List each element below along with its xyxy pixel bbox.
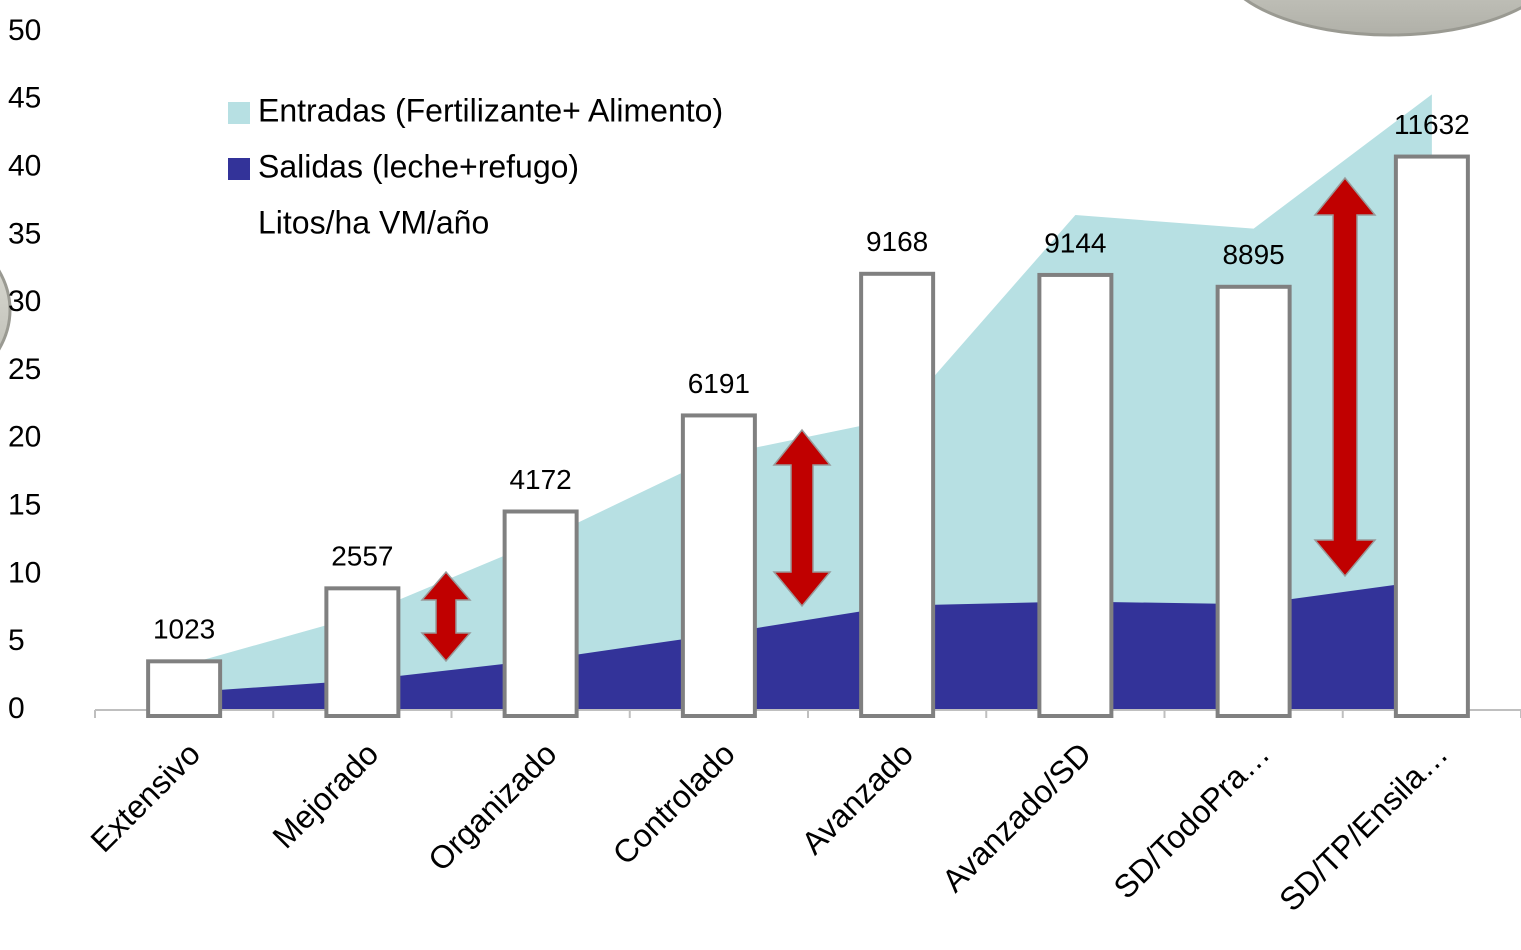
y-tick-label: 20 [8,421,41,454]
x-tick-label: Mejorado [266,735,386,855]
legend-label: Litos/ha VM/año [258,204,489,240]
bar [502,509,579,719]
y-tick-label: 25 [8,353,41,386]
value-label: 9144 [1044,227,1106,258]
y-tick-label: 5 [8,624,25,657]
x-tick-label: Extensivo [83,735,207,859]
bar [146,659,223,718]
y-tick-label: 15 [8,489,41,522]
x-tick-label: Avanzado/SD [935,735,1098,898]
bar [1037,272,1114,718]
value-label: 1023 [153,614,215,645]
value-label: 9168 [866,226,928,257]
value-label: 2557 [331,541,393,572]
y-tick-label: 50 [8,14,41,47]
arrow [772,428,832,608]
x-tick-label: SD/TP/Ensila… [1272,735,1455,918]
bar [324,586,401,719]
arrows [420,176,1377,663]
x-tick-label: Organizado [421,735,563,877]
legend-label: Salidas (leche+refugo) [258,148,579,184]
y-tick-label: 35 [8,217,41,250]
area [184,94,1432,711]
y-tick-label: 40 [8,150,41,183]
value-label: 6191 [688,368,750,399]
bar [1215,284,1292,718]
area [184,579,1432,710]
x-tick-label: Avanzado [794,735,920,861]
legend-label: Entradas (Fertilizante+ Alimento) [258,92,723,128]
arrow [420,570,472,663]
arrow [1313,176,1377,578]
decoration [0,269,12,351]
legend-swatch [228,102,250,124]
legend: Entradas (Fertilizante+ Alimento) Salidas… [228,92,723,240]
value-label: 11632 [1394,109,1470,140]
legend-swatch [228,158,250,180]
value-label: 8895 [1222,239,1284,270]
plot-area: 0 5 10 15 20 25 30 35 40 45 50 1023 2557 4172 6191 9168… [8,14,1521,918]
bar [859,271,936,718]
y-tick-label: 10 [8,556,41,589]
y-tick-label: 30 [8,285,41,318]
x-tick-label: SD/TodoPra… [1106,735,1276,905]
bar [1393,154,1470,718]
value-label: 4172 [509,464,571,495]
x-tick-label: Controlado [606,735,742,871]
y-tick-label: 45 [8,82,41,115]
bar [680,413,757,718]
decoration [1243,0,1521,37]
y-tick-label: 0 [8,692,25,725]
